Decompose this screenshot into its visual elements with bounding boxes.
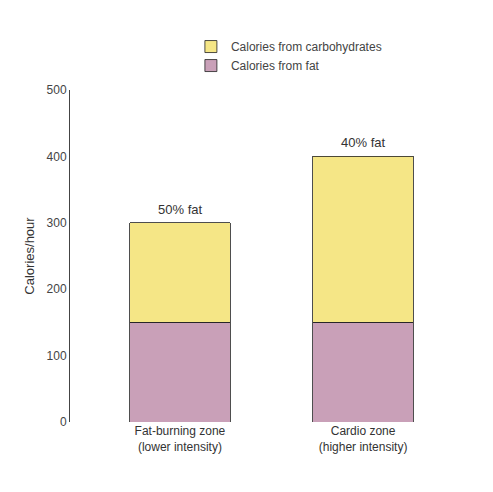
- svg-text:500: 500: [47, 83, 67, 97]
- svg-text:400: 400: [47, 150, 67, 164]
- svg-text:40% fat: 40% fat: [341, 135, 385, 150]
- svg-text:300: 300: [47, 216, 67, 230]
- svg-text:0: 0: [60, 415, 67, 429]
- svg-text:Calories from carbohydrates: Calories from carbohydrates: [231, 40, 382, 54]
- svg-text:Calories from fat: Calories from fat: [231, 59, 320, 73]
- svg-text:Cardio zone(higher intensity): Cardio zone(higher intensity): [319, 424, 408, 454]
- svg-text:200: 200: [47, 282, 67, 296]
- svg-text:Fat-burning zone(lower intensi: Fat-burning zone(lower intensity): [135, 424, 226, 454]
- svg-text:50% fat: 50% fat: [158, 202, 202, 217]
- svg-text:100: 100: [47, 349, 67, 363]
- svg-text:Calories/hour: Calories/hour: [22, 217, 37, 295]
